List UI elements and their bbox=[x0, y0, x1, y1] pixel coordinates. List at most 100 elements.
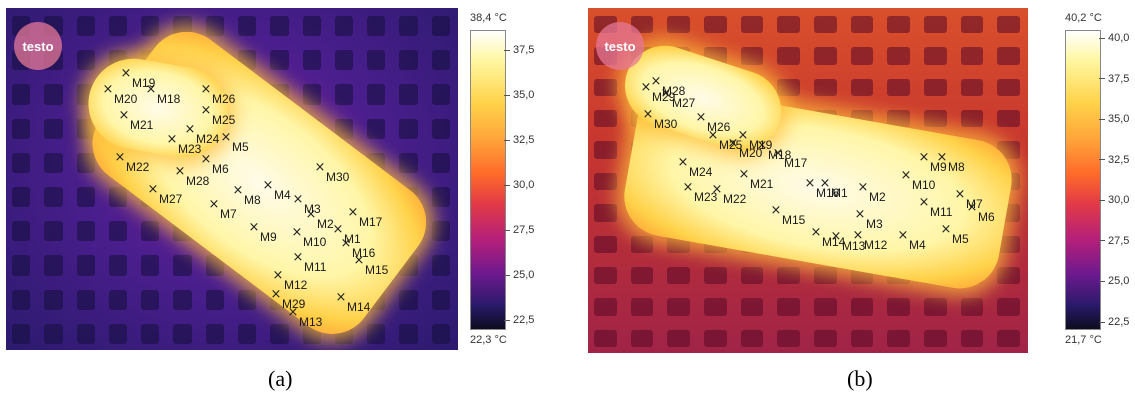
cage-bar bbox=[594, 235, 617, 253]
cage-bar bbox=[44, 289, 63, 310]
cage-bar bbox=[399, 118, 418, 139]
cage-bar bbox=[12, 152, 31, 173]
cage-bar bbox=[44, 152, 63, 173]
marker-label: M30 bbox=[326, 170, 350, 184]
marker-cross-icon: × bbox=[642, 107, 654, 122]
cage-bar bbox=[302, 84, 321, 105]
marker-label: M6 bbox=[212, 162, 229, 176]
marker-cross-icon: × bbox=[936, 150, 948, 165]
marker-cross-icon: × bbox=[340, 236, 352, 251]
marker-label: M6 bbox=[978, 210, 995, 224]
marker-label: M13 bbox=[842, 239, 866, 253]
cage-bar bbox=[740, 298, 764, 316]
cage-bar bbox=[399, 84, 418, 105]
marker-cross-icon: × bbox=[208, 197, 220, 212]
cage-bar bbox=[205, 289, 224, 310]
marker-cross-icon: × bbox=[335, 290, 347, 305]
marker-label: M3 bbox=[304, 202, 321, 216]
cage-bar bbox=[594, 172, 617, 191]
cage-bar bbox=[704, 266, 727, 285]
marker-label: M16 bbox=[816, 186, 840, 200]
cage-bar bbox=[997, 298, 1020, 316]
cage-bar bbox=[594, 329, 617, 347]
cage-bar bbox=[270, 16, 289, 37]
cage-bar bbox=[108, 323, 128, 344]
color-bar bbox=[1065, 30, 1101, 330]
marker-label: M17 bbox=[359, 215, 383, 229]
marker-cross-icon: × bbox=[810, 225, 822, 240]
scale-tick-label: 25,0 bbox=[1099, 275, 1129, 287]
temperature-scale-b: 40,2 °C 40,0 37,5 35,0 32,5 30,0 27,5 25,0 22,5… bbox=[1065, 8, 1135, 358]
cage-bar bbox=[44, 255, 63, 276]
marker-label: M11 bbox=[304, 260, 327, 274]
cage-bar bbox=[431, 289, 450, 310]
cage-bar bbox=[141, 16, 160, 37]
cage-bar bbox=[814, 16, 837, 34]
cage-bar bbox=[814, 298, 837, 316]
marker-cross-icon: × bbox=[854, 207, 866, 222]
marker-label: M2 bbox=[869, 190, 886, 204]
scale-tick-label: 27,5 bbox=[504, 224, 534, 236]
testo-logo: testo bbox=[596, 22, 644, 70]
scale-tick-label: 32,5 bbox=[1099, 154, 1129, 166]
cage-bar bbox=[270, 50, 289, 71]
marker-label: M19 bbox=[132, 76, 156, 90]
cage-bar bbox=[740, 329, 764, 347]
scale-min-label: 21,7 °C bbox=[1065, 334, 1102, 346]
caption-a: (a) bbox=[268, 366, 293, 391]
cage-bar bbox=[431, 221, 450, 242]
cage-bar bbox=[334, 16, 354, 37]
cage-bar bbox=[960, 110, 984, 128]
cage-bar bbox=[12, 323, 31, 344]
scale-tick-label: 40,0 bbox=[1099, 32, 1129, 44]
cage-bar bbox=[850, 298, 874, 316]
marker-cross-icon: × bbox=[174, 164, 186, 179]
marker-label: M23 bbox=[694, 190, 718, 204]
cage-bar bbox=[12, 187, 31, 208]
cage-bar bbox=[850, 78, 874, 97]
cage-bar bbox=[76, 289, 95, 310]
cage-bar bbox=[367, 118, 386, 139]
testo-logo: testo bbox=[14, 22, 62, 70]
marker-label: M16 bbox=[352, 246, 376, 260]
marker-label: M22 bbox=[126, 160, 150, 174]
marker-label: M10 bbox=[912, 178, 936, 192]
cage-bar bbox=[850, 16, 874, 34]
marker-cross-icon: × bbox=[120, 66, 132, 81]
scale-tick-label: 30,0 bbox=[504, 179, 534, 191]
cage-bar bbox=[924, 78, 947, 97]
cage-bar bbox=[431, 323, 450, 344]
cage-bar bbox=[997, 266, 1020, 285]
cage-bar bbox=[924, 329, 947, 347]
marker-cross-icon: × bbox=[830, 229, 842, 244]
cage-bar bbox=[887, 298, 910, 316]
marker-label: M18 bbox=[157, 92, 181, 106]
cage-bar bbox=[704, 329, 727, 347]
marker-cross-icon: × bbox=[270, 287, 282, 302]
cage-bar bbox=[887, 78, 910, 97]
cage-bar bbox=[431, 118, 450, 139]
cage-bar bbox=[431, 50, 450, 71]
scale-tick-label: 35,0 bbox=[504, 89, 534, 101]
marker-cross-icon: × bbox=[114, 150, 126, 165]
marker-label: M30 bbox=[654, 117, 678, 131]
cage-bar bbox=[76, 152, 95, 173]
marker-label: M29 bbox=[282, 297, 306, 311]
cage-bar bbox=[12, 118, 31, 139]
cage-bar bbox=[399, 16, 418, 37]
marker-label: M22 bbox=[723, 192, 747, 206]
cage-bar bbox=[399, 152, 418, 173]
marker-label: M10 bbox=[303, 235, 327, 249]
cage-bar bbox=[667, 266, 690, 285]
marker-cross-icon: × bbox=[291, 225, 303, 240]
marker-label: M21 bbox=[130, 118, 154, 132]
marker-label: M1 bbox=[344, 232, 361, 246]
cage-bar bbox=[173, 255, 192, 276]
scale-tick-label: 30,0 bbox=[1099, 194, 1129, 206]
marker-cross-icon: × bbox=[353, 253, 365, 268]
marker-label: M28 bbox=[186, 174, 210, 188]
marker-cross-icon: × bbox=[772, 146, 784, 161]
cage-bar bbox=[108, 187, 128, 208]
marker-label: M29 bbox=[652, 90, 676, 104]
marker-cross-icon: × bbox=[292, 192, 304, 207]
